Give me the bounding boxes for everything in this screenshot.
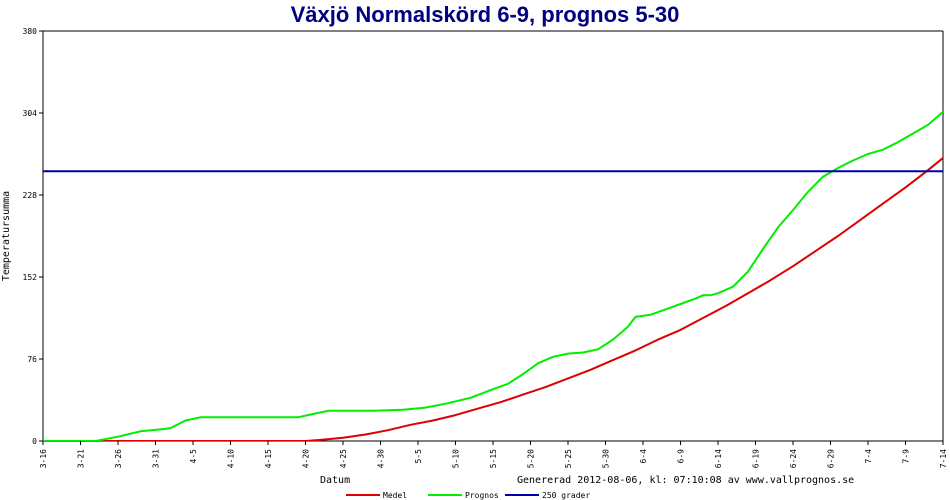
x-tick-label: 7-9 xyxy=(902,449,911,464)
series-line-prognos xyxy=(43,110,943,441)
x-tick-label: 4-10 xyxy=(227,449,236,468)
x-tick-label: 7-4 xyxy=(864,449,873,464)
x-tick-label: 6-4 xyxy=(639,449,648,464)
x-tick-label: 7-14 xyxy=(939,449,948,468)
x-tick-label: 5-30 xyxy=(602,449,611,468)
x-tick-label: 3-21 xyxy=(77,449,86,468)
x-tick-label: 4-30 xyxy=(377,449,386,468)
x-ticks: 3-16 3-21 3-26 3-31 4-5 4-10 4-15 4-20 4-25 4-30 5… xyxy=(39,441,948,468)
y-tick-label: 304 xyxy=(23,109,38,118)
y-tick-label: 76 xyxy=(27,355,37,364)
x-tick-label: 3-16 xyxy=(39,449,48,468)
plot-frame xyxy=(42,30,944,442)
x-tick-label: 3-31 xyxy=(152,449,161,468)
x-tick-label: 6-19 xyxy=(752,449,761,468)
x-tick-label: 5-10 xyxy=(452,449,461,468)
x-tick-label: 6-29 xyxy=(827,449,836,468)
x-tick-label: 4-25 xyxy=(339,449,348,468)
x-tick-label: 6-9 xyxy=(677,449,686,464)
series-layer xyxy=(43,110,943,441)
x-tick-label: 5-20 xyxy=(527,449,536,468)
x-axis-label: Datum xyxy=(320,475,350,486)
footer-text: Genererad 2012-08-06, kl: 07:10:08 av ww… xyxy=(517,475,854,486)
x-tick-label: 6-14 xyxy=(714,449,723,468)
y-tick-label: 228 xyxy=(23,191,38,200)
x-tick-label: 4-15 xyxy=(264,449,273,468)
legend-label-medel: Medel xyxy=(383,491,407,500)
x-tick-label: 4-20 xyxy=(302,449,311,468)
x-tick-label: 5-15 xyxy=(489,449,498,468)
x-tick-label: 3-26 xyxy=(114,449,123,468)
chart-title: Växjö Normalskörd 6-9, prognos 5-30 xyxy=(291,2,680,27)
legend: Medel Prognos 250 grader xyxy=(346,491,590,500)
series-line-medel xyxy=(43,156,943,441)
y-ticks: 0 76 152 228 304 380 xyxy=(23,27,43,446)
x-tick-label: 6-24 xyxy=(789,449,798,468)
y-tick-label: 0 xyxy=(32,437,37,446)
y-tick-label: 152 xyxy=(23,273,38,282)
legend-label-threshold: 250 grader xyxy=(542,491,590,500)
x-tick-label: 5-25 xyxy=(564,449,573,468)
x-tick-label: 4-5 xyxy=(189,449,198,464)
legend-label-prognos: Prognos xyxy=(465,491,499,500)
y-axis-label: Temperatursumma xyxy=(1,191,12,281)
y-tick-label: 380 xyxy=(23,27,38,36)
x-tick-label: 5-5 xyxy=(414,449,423,464)
